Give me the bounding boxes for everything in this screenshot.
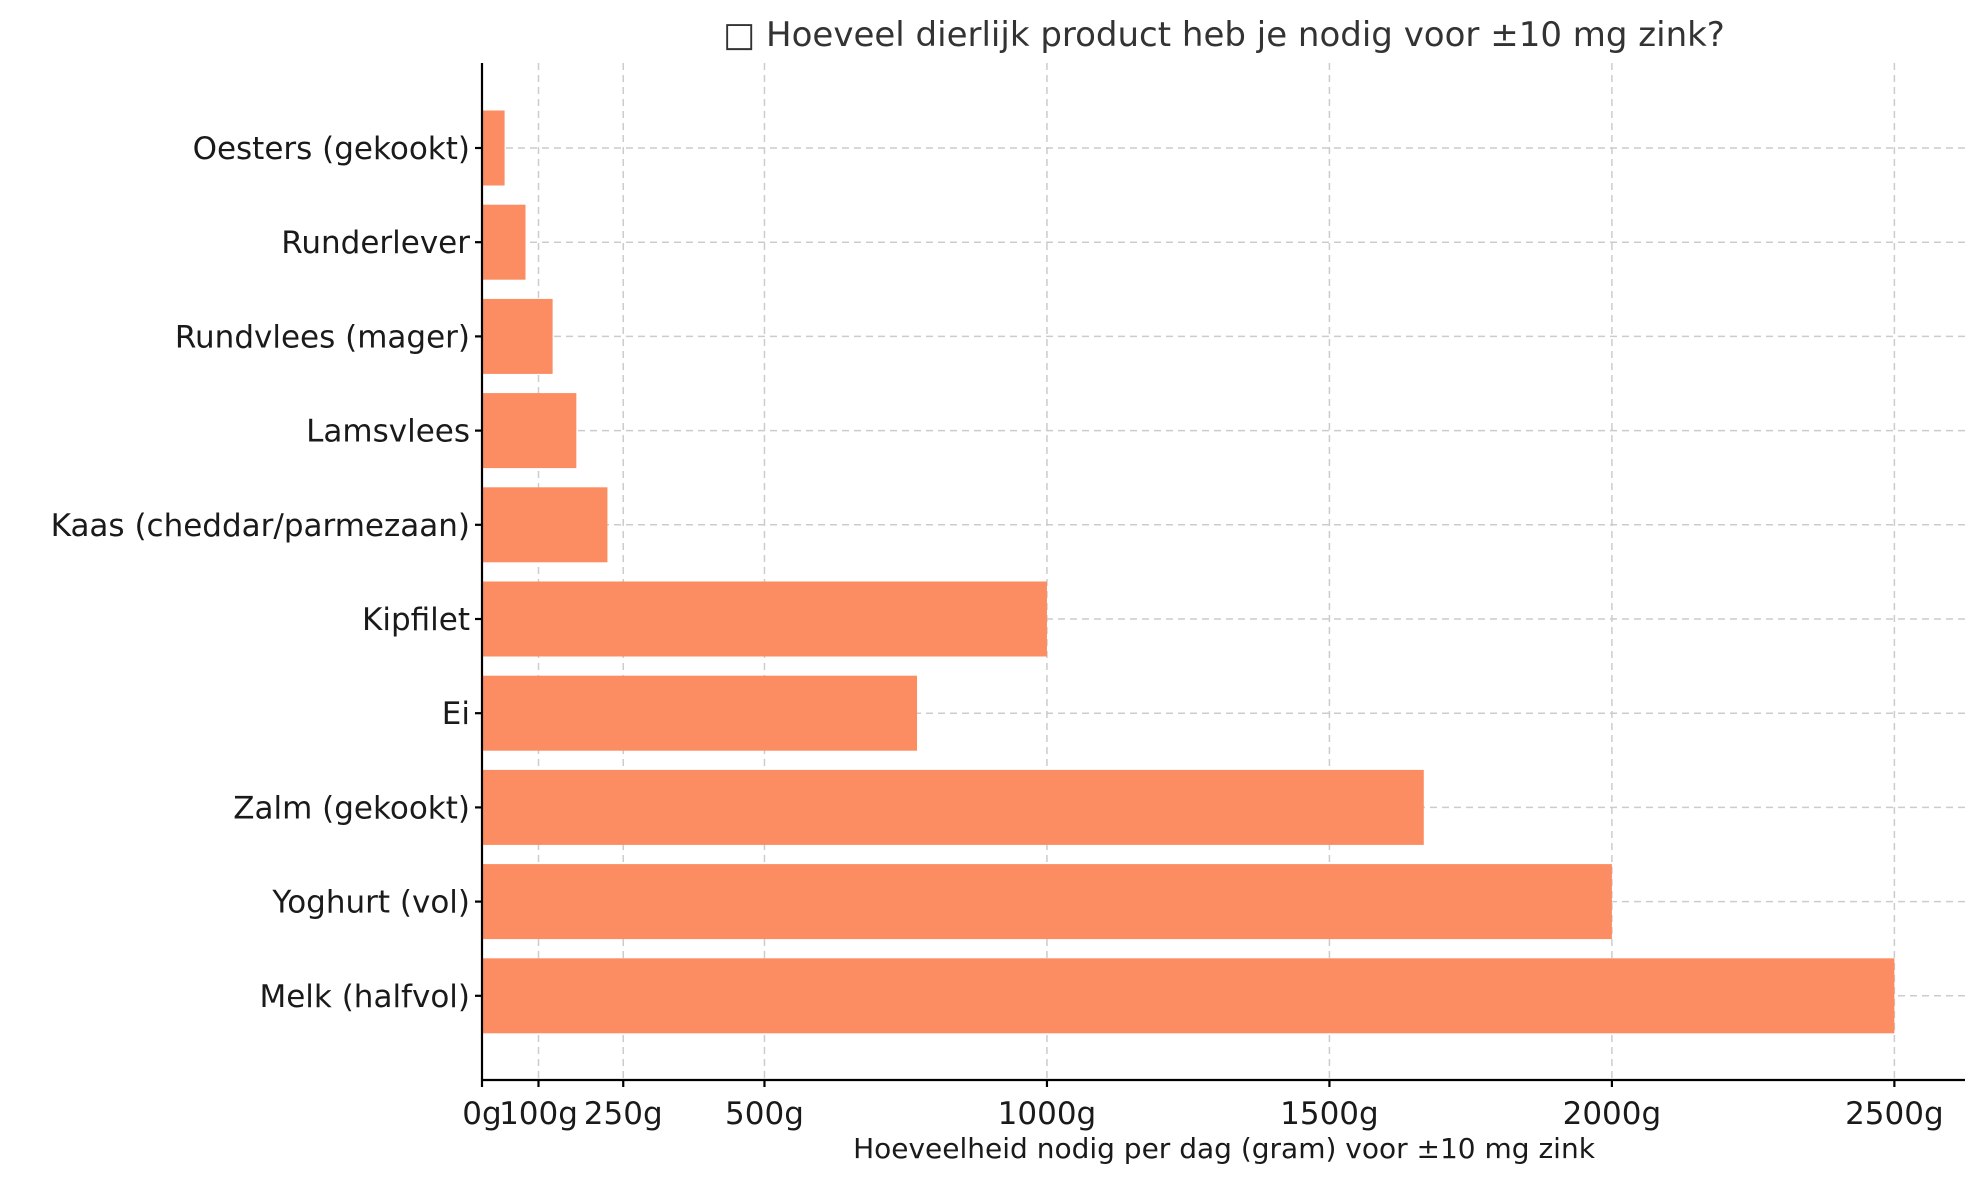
bar-oesters-gekookt [482, 110, 505, 186]
category-label: Rundvlees (mager) [175, 319, 470, 355]
category-label: Lamsvlees [306, 414, 470, 450]
chart-title: □ Hoeveel dierlijk product heb je nodig … [723, 15, 1725, 55]
x-tick-label: 1500g [1280, 1096, 1379, 1132]
bars [482, 110, 1895, 1034]
bar-runderlever [482, 204, 526, 280]
category-labels: Oesters (gekookt) Runderlever Rundvlees (m… [51, 131, 471, 1015]
x-tick-label: 2500g [1845, 1096, 1944, 1132]
x-tick-label: 250g [584, 1096, 663, 1132]
x-tick-label: 2000g [1563, 1096, 1662, 1132]
x-axis-label: Hoeveelheid nodig per dag (gram) voor ±1… [853, 1132, 1596, 1165]
x-tick-label: 500g [725, 1096, 804, 1132]
bar-zalm-gekookt [482, 769, 1424, 845]
category-label: Runderlever [281, 225, 470, 261]
category-label: Kipfilet [362, 602, 470, 638]
bar-melk-halfvol [482, 958, 1895, 1034]
category-label: Oesters (gekookt) [193, 131, 470, 167]
x-tick-label: 1000g [998, 1096, 1097, 1132]
bar-ei [482, 675, 918, 751]
bar-rundvlees-mager [482, 298, 553, 374]
bar-yoghurt-vol [482, 864, 1612, 940]
bar-kipfilet [482, 581, 1047, 657]
axes [475, 63, 1965, 1087]
category-label: Melk (halfvol) [259, 979, 470, 1015]
x-tick-label: 0g [462, 1096, 501, 1132]
category-label: Yoghurt (vol) [271, 885, 470, 921]
category-label: Ei [442, 696, 470, 732]
bar-kaas-cheddar-parmezaan [482, 487, 608, 563]
grid-lines [481, 63, 1965, 1080]
category-label: Zalm (gekookt) [233, 790, 470, 826]
bar-lamsvlees [482, 393, 577, 469]
x-tick-label: 100g [499, 1096, 578, 1132]
category-label: Kaas (cheddar/parmezaan) [51, 508, 470, 544]
